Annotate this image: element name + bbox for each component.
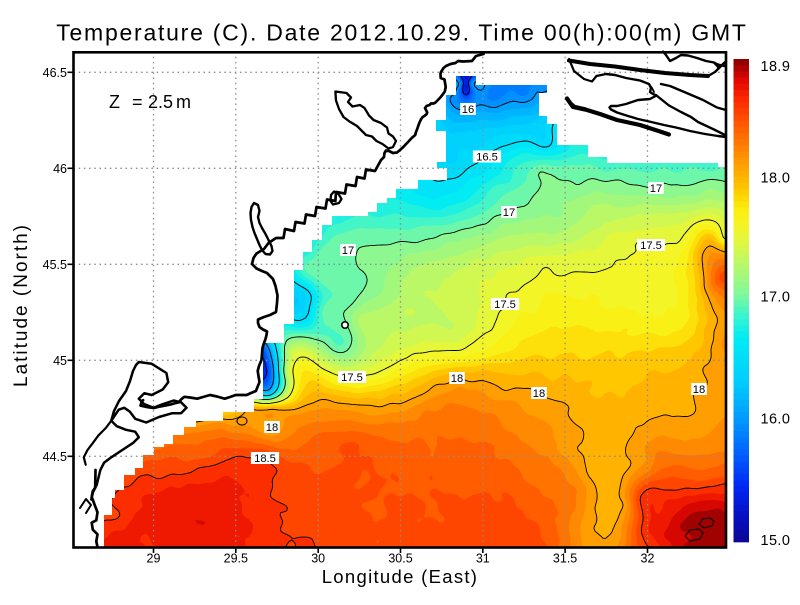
svg-text:18.9: 18.9 <box>761 59 791 75</box>
svg-text:29: 29 <box>147 552 161 566</box>
svg-text:46.5: 46.5 <box>43 66 67 80</box>
svg-text:18.5: 18.5 <box>254 453 276 465</box>
svg-text:Latitude (North): Latitude (North) <box>11 223 32 387</box>
svg-text:29.5: 29.5 <box>224 552 248 566</box>
svg-text:=: = <box>132 92 143 112</box>
svg-text:Longitude (East): Longitude (East) <box>322 566 479 587</box>
svg-text:17.0: 17.0 <box>761 290 791 306</box>
svg-text:44.5: 44.5 <box>43 450 67 464</box>
svg-text:18: 18 <box>266 422 278 434</box>
svg-text:30: 30 <box>311 552 325 566</box>
svg-text:32: 32 <box>641 552 655 566</box>
svg-text:17.5: 17.5 <box>640 240 662 252</box>
svg-text:17.5: 17.5 <box>341 372 363 384</box>
svg-text:46: 46 <box>53 162 67 176</box>
svg-text:17.5: 17.5 <box>494 299 516 311</box>
svg-text:16: 16 <box>462 104 474 116</box>
svg-text:18.0: 18.0 <box>761 170 791 186</box>
svg-text:45.5: 45.5 <box>43 258 67 272</box>
svg-text:17: 17 <box>503 207 515 219</box>
svg-text:Z: Z <box>109 92 120 112</box>
svg-text:18: 18 <box>693 384 705 396</box>
svg-text:16.0: 16.0 <box>761 411 791 427</box>
svg-text:18: 18 <box>533 388 545 400</box>
svg-text:Temperature (C). Date 2012.10.: Temperature (C). Date 2012.10.29. Time 0… <box>56 20 747 46</box>
svg-text:15.0: 15.0 <box>761 533 791 549</box>
svg-text:31: 31 <box>476 552 490 566</box>
svg-text:45: 45 <box>53 354 67 368</box>
svg-text:16.5: 16.5 <box>476 152 498 164</box>
svg-text:18: 18 <box>451 373 463 385</box>
svg-text:31.5: 31.5 <box>553 552 577 566</box>
svg-text:17: 17 <box>650 183 662 195</box>
svg-text:17: 17 <box>342 245 354 257</box>
svg-text:30.5: 30.5 <box>388 552 412 566</box>
svg-text:m: m <box>176 92 191 112</box>
svg-text:2.5: 2.5 <box>148 92 173 112</box>
